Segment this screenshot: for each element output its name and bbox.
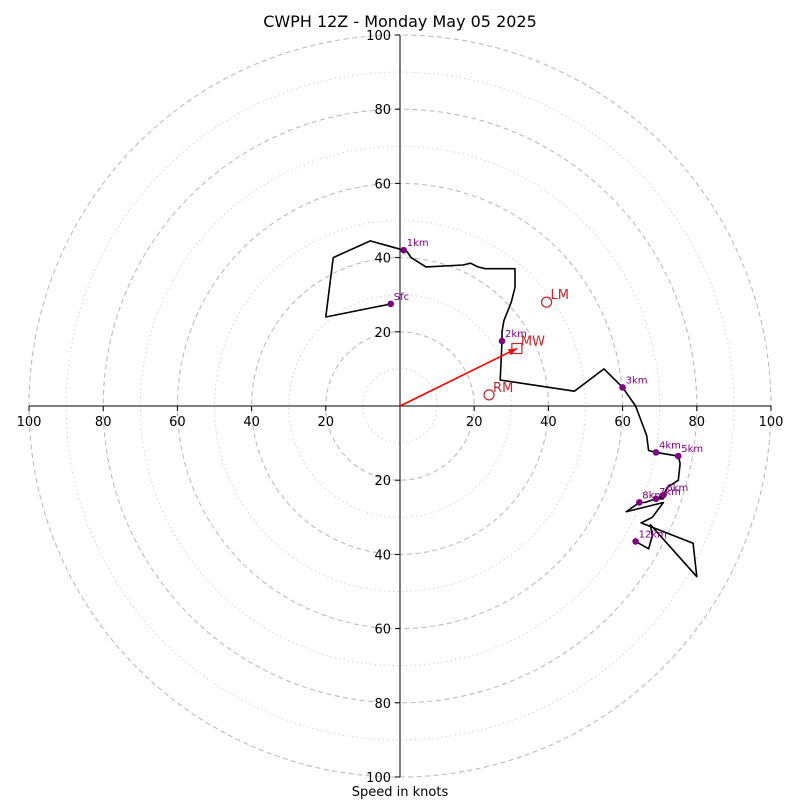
x-tick-label: 40 — [243, 415, 260, 430]
x-tick-label: 100 — [17, 415, 42, 430]
storm-motion-markers: LM RM MW — [399, 288, 569, 407]
mean-wind-vector — [399, 347, 518, 407]
height-marker-label: 3km — [626, 375, 648, 386]
y-tick-label: 40 — [374, 548, 391, 563]
chart-title: CWPH 12Z - Monday May 05 2025 — [263, 12, 537, 31]
height-marker-label: 4km — [659, 440, 681, 451]
x-tick-label: 80 — [689, 415, 706, 430]
y-tick-label: 100 — [366, 771, 391, 786]
y-tick-label: 80 — [374, 103, 391, 118]
height-marker — [400, 246, 408, 254]
y-tick-label: 40 — [374, 252, 391, 267]
hodograph-trace-group — [324, 240, 698, 578]
storm-motion-label: RM — [493, 381, 513, 396]
height-marker-label: 1km — [407, 238, 429, 249]
hodograph-trace — [324, 240, 698, 578]
y-tick-label: 20 — [374, 474, 391, 489]
storm-motion-marker — [511, 342, 523, 355]
x-tick-label: 100 — [759, 415, 784, 430]
height-marker — [635, 499, 643, 506]
height-marker-label: 8km — [642, 490, 664, 501]
height-marker — [652, 495, 660, 503]
x-tick-label: 20 — [318, 415, 335, 430]
height-marker — [498, 337, 506, 345]
height-marker — [619, 384, 626, 391]
tick-labels: 100 80 60 40 20 20 40 60 80 100 100 80 60 40 20 20 40 60 8… — [17, 29, 784, 786]
height-marker — [652, 449, 660, 456]
storm-motion-label: LM — [551, 288, 569, 303]
x-tick-label: 60 — [169, 415, 186, 430]
x-tick-label: 40 — [540, 415, 557, 430]
height-marker — [387, 300, 395, 308]
storm-motion-label: MW — [521, 334, 545, 349]
height-marker — [632, 538, 639, 545]
height-marker — [674, 452, 682, 460]
storm-motion-marker — [540, 296, 553, 308]
x-tick-label: 60 — [614, 415, 631, 430]
x-tick-label: 20 — [466, 415, 483, 430]
height-marker-label: 5km — [681, 444, 703, 455]
height-marker-label: 7km — [659, 487, 681, 498]
height-marker — [660, 491, 667, 499]
x-axis-label: Speed in knots — [352, 785, 449, 800]
height-marker-label: 2km — [505, 329, 527, 340]
height-marker-label: 12km — [639, 529, 667, 540]
storm-motion-marker — [483, 389, 495, 401]
y-tick-label: 60 — [374, 177, 391, 192]
height-marker-label: 6km — [666, 483, 688, 494]
height-marker-label: Sfc — [394, 292, 409, 303]
y-tick-label: 20 — [374, 326, 391, 341]
x-tick-label: 80 — [95, 415, 112, 430]
y-tick-label: 80 — [374, 697, 391, 712]
y-tick-label: 60 — [374, 623, 391, 638]
y-tick-label: 100 — [366, 29, 391, 44]
